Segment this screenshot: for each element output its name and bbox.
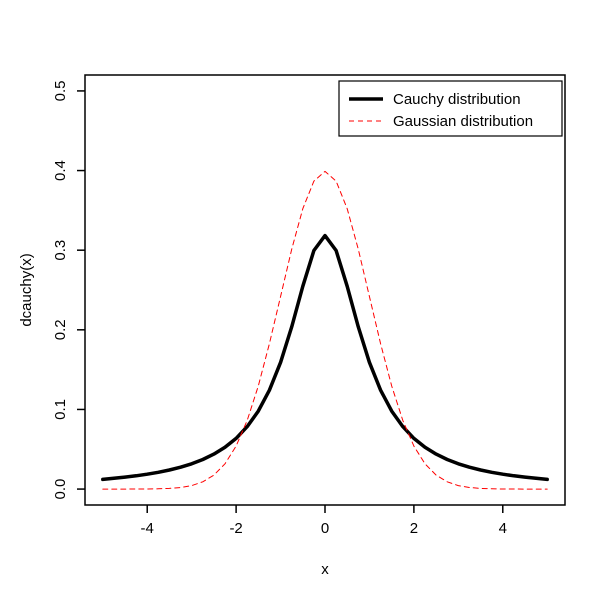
y-tick-label: 0.1 <box>52 399 69 420</box>
y-tick-label: 0.5 <box>52 80 69 101</box>
y-axis-ticks: 0.0 0.1 0.2 0.3 0.4 0.5 <box>52 80 85 500</box>
x-axis-title: x <box>321 561 329 578</box>
y-axis-title: dcauchy(x) <box>18 253 35 326</box>
x-tick-label: 0 <box>321 520 329 537</box>
curve-0 <box>101 233 549 482</box>
plot-curves <box>101 170 549 490</box>
legend-label-gaussian: Gaussian distribution <box>393 113 533 130</box>
y-tick-label: 0.3 <box>52 240 69 261</box>
plot-box <box>84 74 566 506</box>
legend: Cauchy distribution Gaussian distributio… <box>338 80 563 137</box>
x-tick-label: 2 <box>410 520 418 537</box>
x-tick-label: -4 <box>141 520 154 537</box>
y-tick-label: 0.2 <box>52 319 69 340</box>
curve-1 <box>102 170 548 490</box>
y-tick-label: 0.4 <box>52 160 69 181</box>
legend-label-cauchy: Cauchy distribution <box>393 91 521 108</box>
y-tick-label: 0.0 <box>52 479 69 500</box>
x-tick-label: 4 <box>499 520 507 537</box>
x-axis-ticks: -4 -2 0 2 4 <box>141 505 507 537</box>
x-tick-label: -2 <box>229 520 242 537</box>
legend-box <box>338 80 563 137</box>
